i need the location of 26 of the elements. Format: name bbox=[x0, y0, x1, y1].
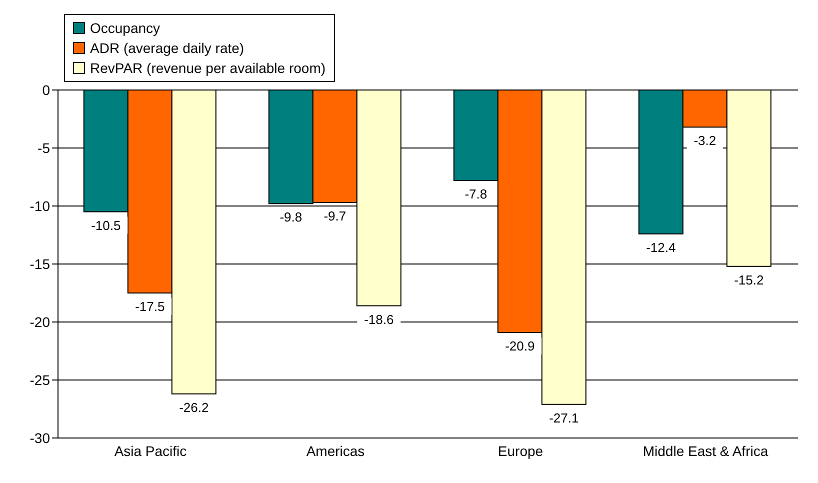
data-label: -12.4 bbox=[646, 240, 676, 255]
y-tick-label: -10 bbox=[30, 198, 50, 214]
x-tick-label: Americas bbox=[306, 442, 365, 459]
y-tick-label: 0 bbox=[42, 82, 50, 98]
y-tick-label: -25 bbox=[30, 372, 50, 388]
data-label: -9.7 bbox=[324, 208, 346, 224]
legend-label: RevPAR (revenue per available room) bbox=[90, 59, 326, 78]
y-tick-label: -20 bbox=[30, 314, 50, 330]
y-tick-label: -5 bbox=[38, 140, 50, 156]
data-label: -27.1 bbox=[549, 410, 579, 426]
data-label: -15.2 bbox=[734, 272, 764, 288]
data-label: -7.8 bbox=[464, 186, 488, 202]
data-label: -9.8 bbox=[280, 210, 302, 225]
y-tick-label: -15 bbox=[30, 256, 50, 272]
data-label: -3.2 bbox=[694, 133, 716, 148]
legend-label: ADR (average daily rate) bbox=[90, 39, 244, 58]
data-label: -20.9 bbox=[505, 338, 535, 354]
x-tick-label: Europe bbox=[498, 442, 544, 459]
x-tick-label: Middle East & Africa bbox=[642, 442, 768, 459]
data-label: -17.5 bbox=[135, 299, 165, 314]
data-label: -10.5 bbox=[91, 218, 121, 233]
y-tick-label: -30 bbox=[30, 430, 50, 446]
legend-label: Occupancy bbox=[90, 19, 160, 38]
x-tick-label: Asia Pacific bbox=[114, 442, 187, 459]
data-label: -26.2 bbox=[179, 400, 209, 415]
data-label: -18.6 bbox=[364, 312, 394, 327]
